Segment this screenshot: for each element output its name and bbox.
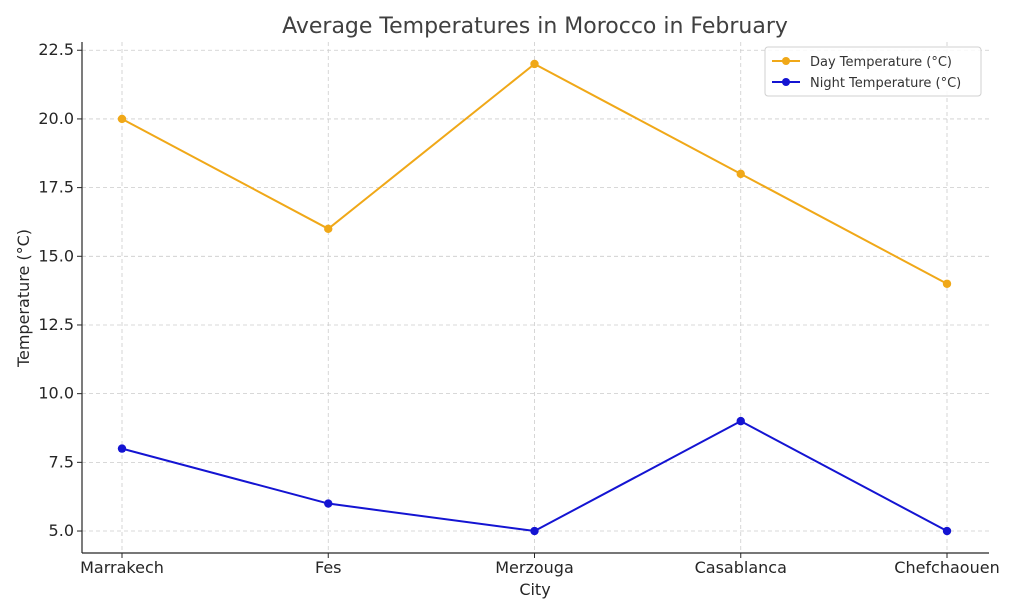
chart-title: Average Temperatures in Morocco in Febru… — [282, 14, 788, 39]
y-tick-label: 17.5 — [38, 178, 74, 197]
data-point — [942, 279, 952, 288]
data-point — [117, 444, 127, 453]
series-line — [121, 62, 948, 285]
legend-label: Day Temperature (°C) — [810, 55, 952, 70]
data-point — [324, 224, 333, 234]
legend-box — [764, 46, 982, 97]
legend-marker — [782, 57, 790, 65]
legend: Day Temperature (°C) Night Temperature (°… — [764, 46, 982, 97]
data-point — [942, 526, 952, 536]
x-tick-label: Fes — [315, 558, 342, 577]
data-point — [530, 526, 539, 536]
x-axis-label: City — [519, 580, 550, 599]
y-tick-label: 20.0 — [38, 109, 74, 128]
y-tick-label: 12.5 — [38, 315, 74, 334]
legend-item: Day Temperature (°C) — [772, 55, 952, 70]
data-point — [117, 114, 127, 124]
grid-lines — [82, 42, 989, 553]
y-tick-label: 7.5 — [49, 452, 74, 471]
series-1 — [117, 416, 952, 536]
data-point — [736, 169, 745, 179]
legend-item: Night Temperature (°C) — [772, 76, 961, 91]
axes — [77, 42, 989, 558]
series — [117, 59, 952, 536]
data-point — [324, 499, 333, 508]
y-tick-label: 22.5 — [38, 40, 74, 59]
series-0 — [117, 59, 952, 288]
y-tick-label: 10.0 — [38, 384, 74, 403]
x-tick-label: Marrakech — [80, 558, 164, 577]
legend-label: Night Temperature (°C) — [810, 76, 961, 91]
x-tick-label: Chefchaouen — [894, 558, 999, 577]
y-tick-label: 5.0 — [49, 521, 74, 540]
y-axis-label: Temperature (°C) — [14, 229, 33, 368]
x-tick-labels: Marrakech Fes Merzouga Casablanca Chefchaoue… — [80, 558, 1000, 577]
y-tick-label: 15.0 — [38, 246, 74, 265]
x-tick-label: Casablanca — [695, 558, 787, 577]
y-tick-labels: 5.0 7.5 10.0 12.5 15.0 17.5 20.0 22.5 — [38, 40, 74, 540]
legend-marker — [782, 78, 790, 86]
x-tick-label: Merzouga — [495, 558, 574, 577]
data-point — [530, 59, 539, 69]
data-point — [736, 416, 745, 426]
